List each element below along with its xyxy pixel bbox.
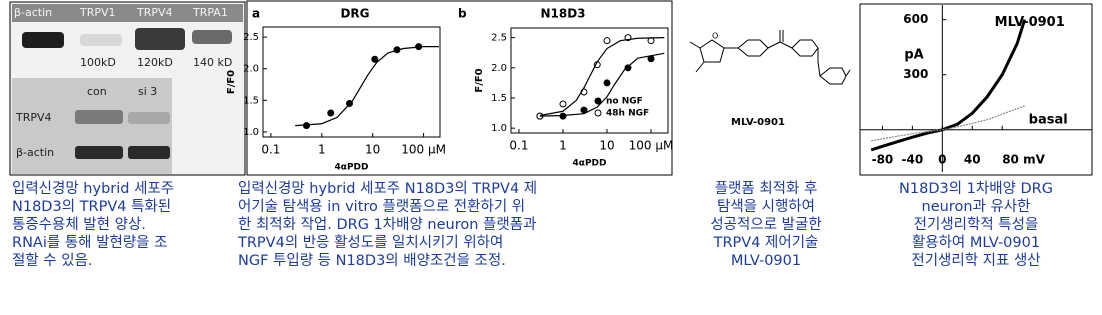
iv-panel: [859, 3, 1093, 176]
band: [22, 32, 64, 48]
blot-label: TRPV1: [79, 6, 116, 19]
caption-line: TRPV4 제어기술: [713, 234, 819, 251]
caption-line: MLV-0901: [731, 253, 801, 269]
data-point: [624, 64, 632, 72]
x-tick-label: 100 μM: [629, 139, 674, 153]
row-label: TRPV4: [15, 111, 52, 124]
y-axis-label: F/F0: [226, 70, 237, 94]
caption-line: 입력신경망 hybrid 세포주 N18D3의 TRPV4 제: [238, 180, 537, 197]
caption-line: TRPV4의 반응 활성도를 일치시키기 위하여: [237, 234, 503, 251]
blot-label: TRPA1: [192, 6, 228, 19]
chart-title: DRG: [340, 7, 369, 21]
data-point: [371, 55, 379, 63]
band: [192, 30, 232, 44]
band: [80, 34, 122, 46]
x-tick-label: 1: [318, 143, 326, 157]
x-tick-label: 0.1: [261, 143, 280, 157]
data-point: [603, 79, 611, 87]
chart-panel: [246, 0, 673, 176]
y-tick-label: 1.0: [243, 127, 259, 138]
x-tick-label: 100 μM: [401, 143, 446, 157]
atom: O: [712, 32, 718, 41]
blot-size: 120kD: [137, 56, 173, 69]
legend-marker: [594, 97, 602, 105]
caption-line: NGF 투입량 등 N18D3의 배양조건을 조정.: [238, 252, 506, 269]
panel-label: a: [252, 7, 260, 21]
data-point: [327, 109, 335, 117]
y-axis-label: pA: [904, 48, 923, 63]
data-point: [603, 37, 611, 45]
blot-size: 140 kD: [193, 56, 232, 69]
plot-frame: [510, 27, 669, 134]
chart-title: N18D3: [540, 7, 585, 21]
band: [75, 146, 123, 159]
caption-line: 절할 수 있음.: [12, 252, 93, 269]
blot-header: [12, 4, 243, 22]
caption-line: 통증수용체 발현 양상.: [12, 216, 146, 233]
y-axis-label: F/F0: [474, 68, 485, 92]
y-tick-label: 300: [903, 67, 928, 81]
x-tick-label: 80 mV: [1002, 153, 1045, 167]
caption-line: 입력신경망 hybrid 세포주: [12, 180, 174, 197]
y-tick-label: 2.0: [491, 63, 507, 74]
lane-label: con: [87, 85, 107, 98]
caption-line: 전기생리학적 특성을: [914, 216, 1039, 233]
compound-name: MLV-0901: [731, 117, 785, 128]
y-tick-label: 1.0: [491, 123, 507, 134]
x-axis-label: 4αPDD: [335, 163, 369, 173]
x-tick-label: -40: [902, 153, 924, 167]
y-tick-label: 1.5: [491, 93, 507, 104]
band: [128, 112, 170, 124]
caption-line: 어기술 탐색용 in vitro 플랫폼으로 전환하기 위: [238, 198, 525, 215]
y-tick-label: 2.5: [243, 32, 259, 43]
caption-line: 전기생리학 지표 생산: [911, 252, 1040, 269]
caption-line: N18D3의 TRPV4 특화된: [12, 198, 171, 215]
panel-label: b: [458, 7, 467, 21]
series-line: [539, 52, 665, 117]
band: [75, 110, 123, 124]
blot-label: β-actin: [14, 6, 52, 19]
band: [128, 146, 170, 159]
caption-line: 한 최적화 작업. DRG 1차배양 neuron 플랫폼과: [238, 216, 536, 233]
x-tick-label: 1: [559, 139, 567, 153]
structure: [689, 30, 851, 85]
x-tick-label: 0: [938, 153, 946, 167]
legend-marker: [594, 109, 602, 117]
x-axis-label: 4αPDD: [573, 159, 607, 169]
y-tick-label: 2.0: [243, 64, 259, 75]
row-label: β-actin: [16, 146, 54, 159]
series-line: [871, 105, 1025, 142]
y-tick-label: 2.5: [491, 33, 507, 44]
x-tick-label: 0.1: [509, 139, 528, 153]
caption-line: 플랫폼 최적화 후: [715, 180, 818, 197]
series-line: [539, 37, 665, 117]
caption-line: 탐색을 시행하여: [717, 198, 815, 215]
x-tick-label: 10: [599, 139, 614, 153]
legend-label: 48h NGF: [606, 109, 649, 119]
legend-label: no NGF: [606, 97, 643, 107]
series-label: MLV-0901: [995, 15, 1065, 30]
x-tick-label: 40: [964, 153, 981, 167]
caption-line: 성공적으로 발굴한: [710, 216, 821, 233]
series-line: [295, 45, 439, 127]
band: [135, 28, 185, 50]
caption-line: RNAi를 통해 발현량을 조: [12, 234, 167, 251]
series-line: [870, 19, 1027, 152]
series-label: basal: [1029, 112, 1068, 127]
blot-label: TRPV4: [136, 6, 173, 19]
lane-label: si 3: [138, 85, 157, 98]
data-point: [559, 100, 567, 108]
blot-size: 100kD: [80, 56, 116, 69]
x-tick-label: 10: [365, 143, 380, 157]
caption-line: N18D3의 1차배양 DRG: [899, 180, 1053, 197]
data-point: [302, 122, 310, 130]
x-tick-label: -80: [872, 153, 894, 167]
caption-line: neuron과 유사한: [922, 198, 1031, 215]
plot-frame: [262, 26, 441, 138]
y-tick-label: 600: [903, 12, 928, 26]
y-tick-label: 1.5: [243, 95, 259, 106]
caption-line: 활용하여 MLV-0901: [912, 234, 1040, 251]
